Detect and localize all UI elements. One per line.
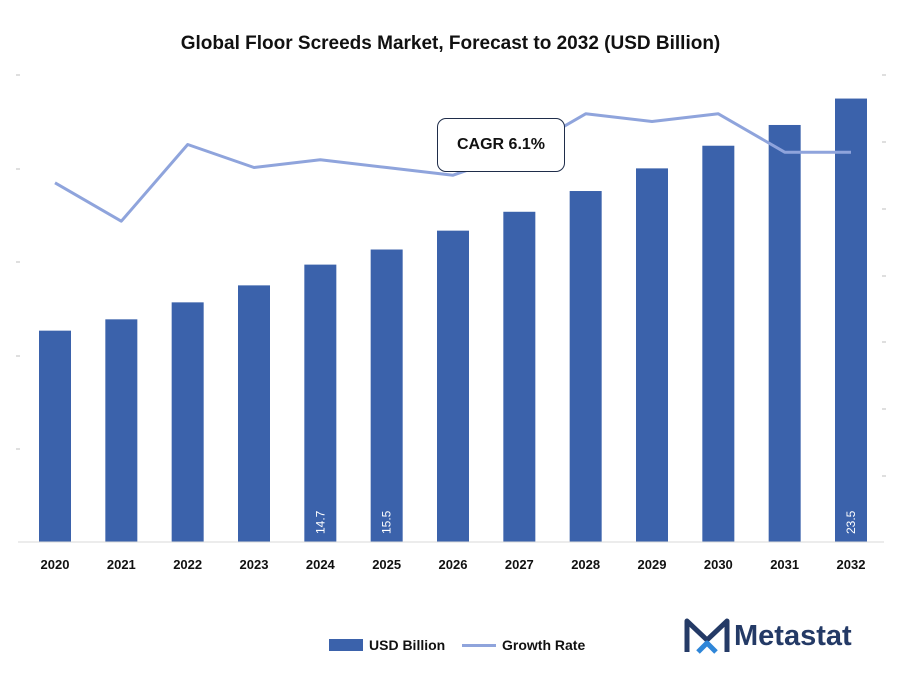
x-tick-label: 2022: [173, 557, 202, 572]
growth-line-layer: [54, 112, 852, 223]
x-tick-label: 2032: [837, 557, 866, 572]
x-tick-label: 2021: [107, 557, 136, 572]
bar-2023: [238, 285, 270, 542]
x-tick-label: 2030: [704, 557, 733, 572]
growth-rate-line: [54, 112, 851, 223]
bar-2032: [835, 98, 867, 543]
legend-line-swatch: [462, 643, 496, 647]
bar-data-label: 15.5: [380, 510, 394, 534]
bar-2022: [171, 302, 204, 542]
x-tick-label: 2024: [306, 557, 336, 572]
legend-item-growth-rate: Growth Rate: [462, 637, 585, 653]
legend-label: Growth Rate: [502, 637, 586, 653]
bar-2026: [437, 230, 469, 542]
bar-data-label: 23.5: [844, 510, 858, 534]
bar-2028: [569, 191, 602, 542]
legend-label: USD Billion: [369, 637, 446, 653]
bar-2020: [39, 330, 71, 542]
x-axis-labels: 2020 2021 2022 2023 2024 2025 2026 2027 2028 2029…: [41, 557, 866, 572]
x-tick-label: 2031: [770, 557, 799, 572]
bar-2031: [768, 124, 801, 543]
x-tick-label: 2027: [505, 557, 534, 572]
x-tick-label: 2026: [439, 557, 468, 572]
axis-ticks: [16, 74, 886, 543]
x-tick-label: 2025: [372, 557, 401, 572]
x-tick-label: 2028: [571, 557, 600, 572]
bar-2029: [636, 168, 668, 542]
x-tick-label: 2023: [240, 557, 269, 572]
bar-data-label: 14.7: [313, 510, 327, 534]
metastat-logo: Metastat: [684, 616, 852, 656]
chart-title: Global Floor Screeds Market, Forecast to…: [180, 33, 721, 54]
metastat-logo-icon: [684, 618, 730, 654]
x-tick-label: 2029: [638, 557, 667, 572]
bar-2030: [702, 145, 735, 543]
legend-bar-swatch: [329, 639, 363, 651]
cagr-annotation: CAGR 6.1%: [437, 118, 565, 172]
data-labels: 14.7 15.5 23.5: [313, 510, 858, 534]
bar-2027: [503, 211, 536, 542]
bar-2021: [105, 319, 138, 542]
bar-2025: [370, 249, 403, 542]
legend-item-usd-billion: USD Billion: [329, 637, 445, 653]
bar-2024: [304, 264, 337, 542]
brand-name: Metastat: [734, 619, 852, 652]
x-tick-label: 2020: [41, 557, 70, 572]
bars-layer: [39, 98, 867, 543]
